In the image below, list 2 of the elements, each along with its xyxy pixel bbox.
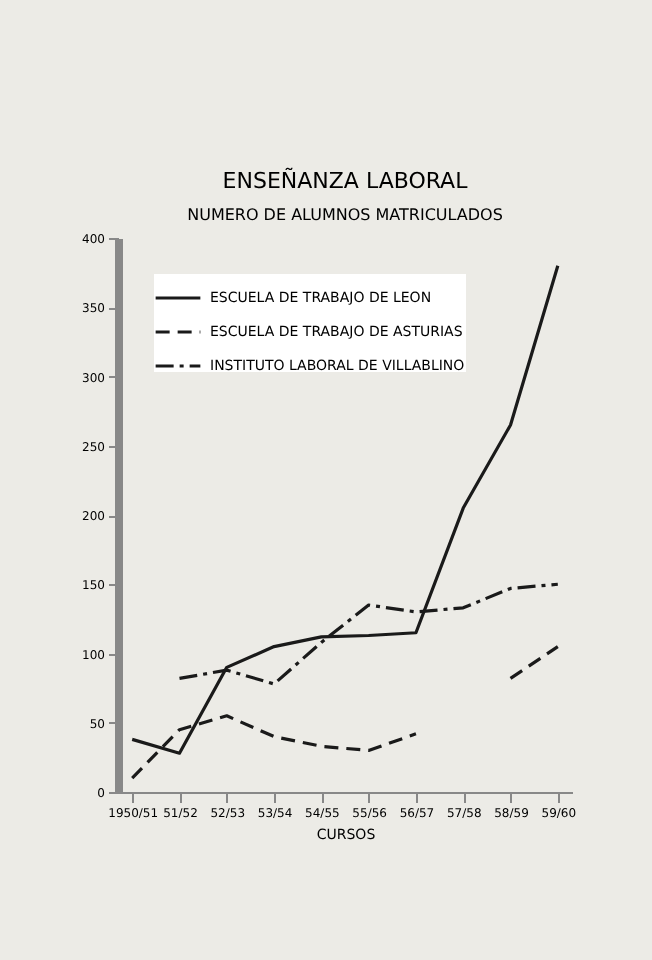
- chart-subtitle: NUMERO DE ALUMNOS MATRICULADOS: [187, 206, 503, 224]
- chart-title: ENSEÑANZA LABORAL: [222, 166, 470, 194]
